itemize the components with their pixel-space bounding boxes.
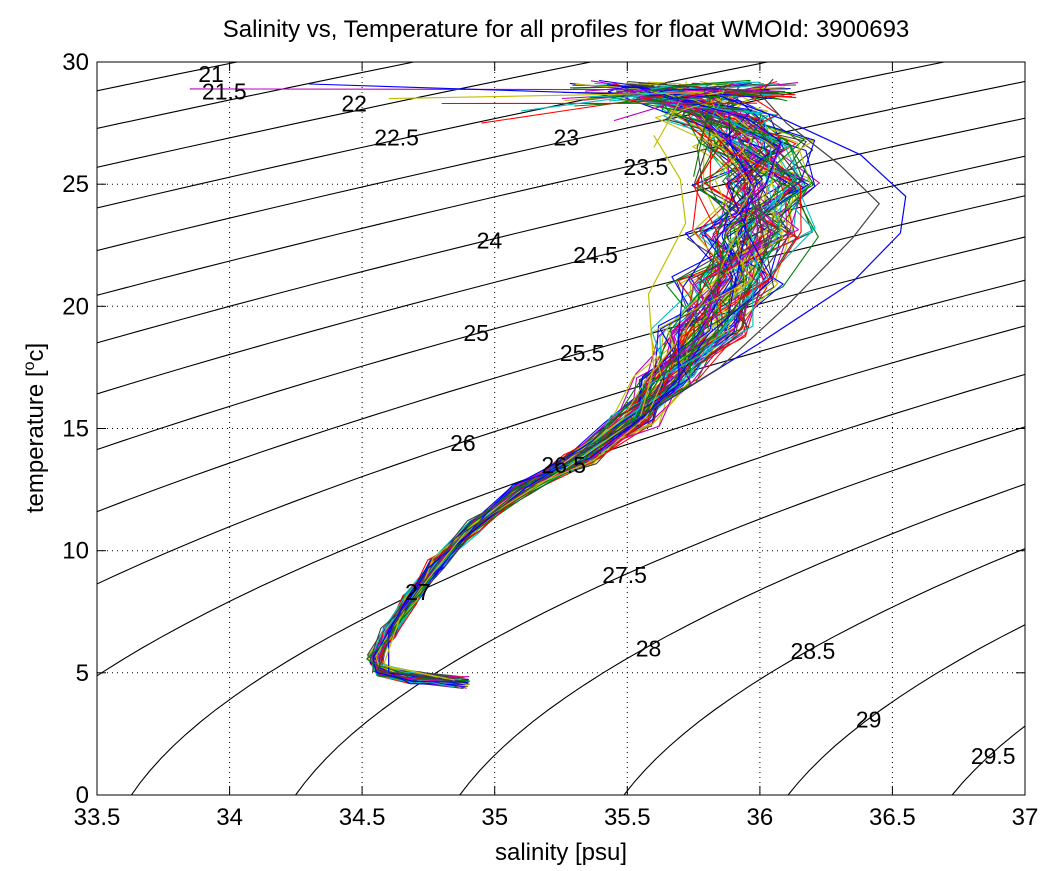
profile-line xyxy=(372,94,782,683)
x-tick-label: 35 xyxy=(481,804,508,831)
y-axis-label-main: temperature [ xyxy=(22,370,49,513)
y-tick-label: 15 xyxy=(62,416,89,443)
isopycnal-label: 25.5 xyxy=(560,340,605,366)
y-tick-label: 10 xyxy=(62,538,89,565)
isopycnal-label: 27 xyxy=(405,579,431,605)
profile-surface-tail xyxy=(574,91,779,107)
profile-lines xyxy=(189,78,907,689)
profile-surface-tail xyxy=(664,88,721,91)
isopycnal-label: 24 xyxy=(477,227,503,253)
y-axis-label: temperature [oc] xyxy=(21,343,49,513)
profile-line xyxy=(370,87,786,684)
isopycnal-label: 29 xyxy=(856,706,882,732)
isopycnal-label: 26 xyxy=(450,430,476,456)
x-tick-label: 36.5 xyxy=(869,804,916,831)
isopycnal-line xyxy=(97,117,1025,344)
profile-outlier xyxy=(377,78,881,684)
x-tick-label: 36 xyxy=(747,804,774,831)
isopycnal-line xyxy=(97,80,1025,296)
axis-ticks xyxy=(96,61,1026,796)
profile-line xyxy=(371,94,798,679)
y-tick-label: 20 xyxy=(62,293,89,320)
profile-surface-tail xyxy=(627,80,785,95)
y-axis-label-unit: c] xyxy=(22,343,49,362)
isopycnal-label: 28 xyxy=(636,635,662,661)
grid xyxy=(97,62,1025,795)
isopycnal-label: 22 xyxy=(341,91,367,117)
profile-surface-tail xyxy=(309,83,661,96)
profile-surface-tail xyxy=(693,97,712,177)
profile-line xyxy=(366,79,798,682)
profile-surface-tail xyxy=(189,88,675,91)
isopycnal-line xyxy=(97,155,1025,395)
isopycnal-line xyxy=(97,236,1025,513)
y-tick-label: 0 xyxy=(76,782,89,809)
profile-outlier xyxy=(388,95,907,684)
x-tick-label: 35.5 xyxy=(604,804,651,831)
isopycnal-line xyxy=(130,373,1025,795)
isopycnal-label: 25 xyxy=(463,320,489,346)
x-tick-label: 33.5 xyxy=(74,804,121,831)
isopycnal-line xyxy=(97,62,947,252)
profile-surface-tail xyxy=(653,102,680,148)
x-tick-labels: 33.5 34 34.5 35 35.5 36 36.5 37 xyxy=(74,804,1039,831)
isopycnal-label: 23 xyxy=(554,125,580,151)
profile-line xyxy=(369,83,802,679)
x-tick-label: 34.5 xyxy=(339,804,386,831)
x-axis-label: salinity [psu] xyxy=(495,839,627,866)
isopycnal-label: 26.5 xyxy=(541,452,586,478)
y-tick-labels: 0 5 10 15 20 25 30 xyxy=(62,49,89,809)
profile-line xyxy=(377,80,780,680)
profile-line xyxy=(375,86,754,686)
isopycnal-label: 21 xyxy=(198,61,224,87)
isopycnal-label: 21.5 xyxy=(202,78,247,104)
isopycnal-label: 29.5 xyxy=(971,743,1016,769)
y-tick-label: 25 xyxy=(62,171,89,198)
isopycnal-lines xyxy=(97,62,1025,795)
profile-surface-tail xyxy=(613,91,711,122)
isopycnal-line xyxy=(787,624,1025,795)
chart-title: Salinity vs, Temperature for all profile… xyxy=(223,16,910,43)
profile-line xyxy=(367,95,765,681)
x-tick-label: 37 xyxy=(1012,804,1039,831)
isopycnal-label: 24.5 xyxy=(573,242,618,268)
isopycnal-line xyxy=(97,279,1025,585)
profile-surface-tail xyxy=(521,86,707,112)
isopycnal-label: 28.5 xyxy=(791,638,836,664)
x-tick-label: 34 xyxy=(216,804,243,831)
isopycnal-label: 22.5 xyxy=(374,125,419,151)
isopycnal-line xyxy=(459,483,1025,795)
isopycnal-label: 27.5 xyxy=(602,562,647,588)
plot-area xyxy=(97,62,1025,795)
isopycnal-line xyxy=(97,195,1025,451)
isopycnal-line xyxy=(97,325,1025,677)
y-tick-label: 5 xyxy=(76,660,89,687)
profile-surface-tail xyxy=(481,95,665,124)
isopycnal-label: 23.5 xyxy=(623,154,668,180)
y-axis-label-superscript: o xyxy=(21,361,38,370)
isopycnal-line xyxy=(623,548,1025,795)
isopycnal-line xyxy=(97,62,771,209)
y-tick-label: 30 xyxy=(62,49,89,76)
profile-line xyxy=(374,89,781,684)
